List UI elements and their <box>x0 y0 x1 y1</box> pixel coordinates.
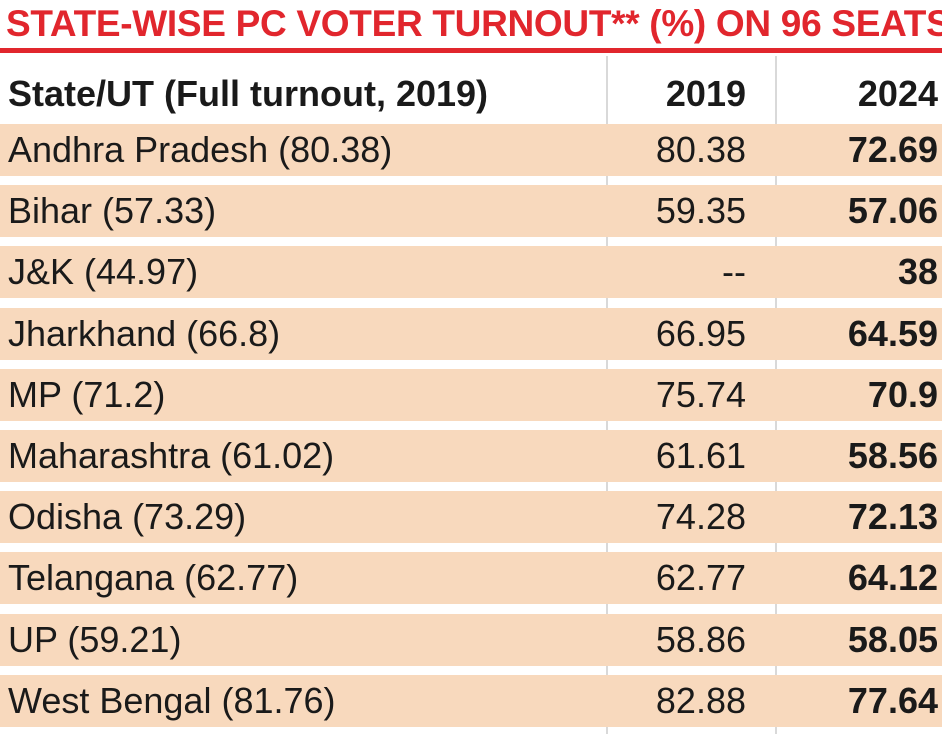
header-2019: 2019 <box>665 73 746 114</box>
table-header: State/UT (Full turnout, 2019) 2019 2024 <box>0 64 942 124</box>
table-row: Andhra Pradesh (80.38) 80.38 72.69 <box>0 124 942 176</box>
turnout-2024-cell: 64.12 <box>847 557 938 599</box>
turnout-2024-cell: 64.59 <box>847 312 938 354</box>
turnout-2024-cell: 58.05 <box>847 618 938 660</box>
title-rule <box>0 48 942 53</box>
turnout-2019-cell: 59.35 <box>655 190 746 232</box>
table-row: West Bengal (81.76) 82.88 77.64 <box>0 674 942 727</box>
state-cell: Odisha (73.29) <box>8 496 247 538</box>
turnout-2024-cell: 38 <box>897 251 938 293</box>
turnout-2024-cell: 70.9 <box>867 373 938 415</box>
turnout-2019-cell: -- <box>722 251 746 293</box>
state-cell: Andhra Pradesh (80.38) <box>8 129 393 170</box>
chart-title: STATE-WISE PC VOTER TURNOUT** (%) ON 96 … <box>6 3 942 44</box>
table-row: Bihar (57.33) 59.35 57.06 <box>0 185 942 238</box>
turnout-2019-cell: 61.61 <box>655 435 746 476</box>
state-cell: West Bengal (81.76) <box>8 679 336 721</box>
state-cell: Telangana (62.77) <box>8 557 299 599</box>
header-2024: 2024 <box>857 73 938 114</box>
table-row: Jharkhand (66.8) 66.95 64.59 <box>0 307 942 360</box>
table-row: MP (71.2) 75.74 70.9 <box>0 368 942 421</box>
turnout-2024-cell: 77.64 <box>847 679 938 721</box>
turnout-2019-cell: 58.86 <box>655 618 746 660</box>
turnout-2019-cell: 80.38 <box>655 129 746 170</box>
turnout-2024-cell: 72.69 <box>847 129 938 170</box>
state-cell: Jharkhand (66.8) <box>8 312 281 354</box>
turnout-2019-cell: 66.95 <box>655 312 746 354</box>
state-cell: Maharashtra (61.02) <box>8 435 335 476</box>
turnout-2019-cell: 74.28 <box>655 496 746 538</box>
state-cell: UP (59.21) <box>8 618 182 660</box>
turnout-2024-cell: 57.06 <box>847 190 938 232</box>
table-row: Telangana (62.77) 62.77 64.12 <box>0 552 942 605</box>
turnout-2024-cell: 72.13 <box>847 496 938 538</box>
header-state: State/UT (Full turnout, 2019) <box>8 73 489 114</box>
state-cell: MP (71.2) <box>8 373 166 415</box>
state-cell: J&K (44.97) <box>8 251 199 293</box>
turnout-2024-cell: 58.56 <box>847 435 938 476</box>
table-row: UP (59.21) 58.86 58.05 <box>0 613 942 666</box>
turnout-2019-cell: 75.74 <box>655 373 746 415</box>
table-row: J&K (44.97) -- 38 <box>0 246 942 299</box>
state-cell: Bihar (57.33) <box>8 190 217 232</box>
turnout-2019-cell: 62.77 <box>655 557 746 599</box>
table-row: Odisha (73.29) 74.28 72.13 <box>0 491 942 544</box>
table-row: Maharashtra (61.02) 61.61 58.56 <box>0 430 942 482</box>
turnout-2019-cell: 82.88 <box>655 679 746 721</box>
